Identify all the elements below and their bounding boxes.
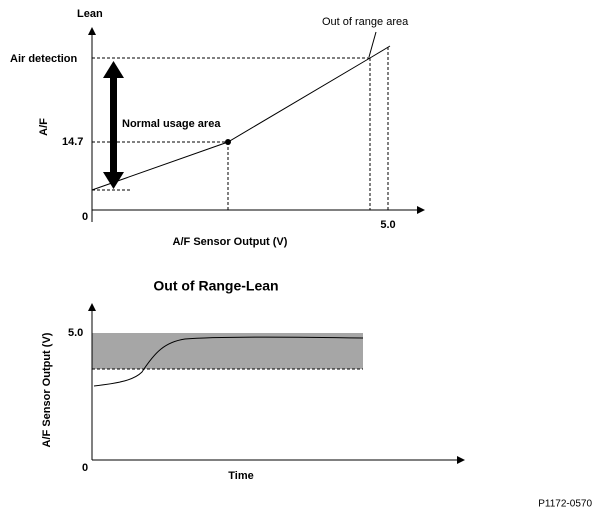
tick-label: 0 (82, 462, 88, 474)
figure-code: P1172-0570 (538, 499, 592, 510)
axis-label: Time (228, 470, 253, 482)
double-arrow (103, 61, 124, 189)
axis-label: A/F (38, 118, 50, 136)
tick-label: 0 (82, 211, 88, 223)
point (225, 139, 231, 145)
axis-label: A/F Sensor Output (V) (41, 332, 53, 447)
tick-label: 5.0 (380, 219, 395, 231)
tick-label: 5.0 (68, 327, 83, 339)
annotation: Out of range area (322, 16, 409, 28)
af-curve (91, 45, 391, 191)
tick-label: 14.7 (62, 136, 83, 148)
leader-line (368, 31, 377, 58)
signal-curve (93, 336, 364, 387)
label: Air detection (10, 53, 78, 65)
top-graph: Lean Air detection A/F 14.7 0 5.0 Out of… (10, 8, 425, 248)
title: Out of Range-Lean (153, 278, 278, 294)
range-area (92, 333, 363, 369)
axis-label: A/F Sensor Output (V) (173, 236, 288, 248)
annotation: Normal usage area (122, 118, 221, 130)
bottom-graph: Out of Range-Lean A/F Sensor Output (V) … (41, 278, 465, 482)
axis-title: Lean (77, 8, 103, 20)
